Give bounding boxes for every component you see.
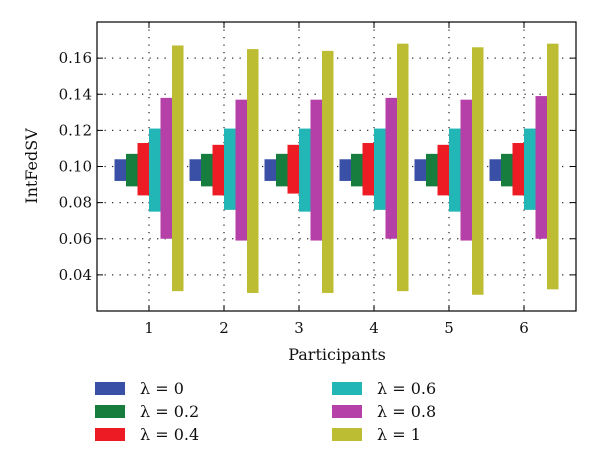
legend-swatch xyxy=(95,405,125,418)
y-tick-label: 0.06 xyxy=(59,230,92,248)
y-tick-label: 0.16 xyxy=(59,49,92,67)
y-tick-label: 0.14 xyxy=(59,85,92,103)
bar xyxy=(385,97,397,239)
bar xyxy=(374,128,386,210)
bar xyxy=(189,159,201,181)
x-tick-label: 5 xyxy=(444,319,454,337)
bar xyxy=(512,143,524,196)
bar xyxy=(414,159,426,181)
y-axis: 0.04 0.06 0.08 0.10 0.12 0.14 0.16 xyxy=(59,49,576,284)
bar xyxy=(160,97,172,239)
y-tick-label: 0.10 xyxy=(59,158,92,176)
legend-swatch xyxy=(332,382,362,395)
legend-swatch xyxy=(332,405,362,418)
bar xyxy=(224,128,236,210)
y-tick-label: 0.04 xyxy=(59,266,92,284)
bar xyxy=(212,144,224,196)
x-axis-title: Participants xyxy=(288,345,386,364)
bar xyxy=(114,159,126,181)
legend-swatch xyxy=(95,382,125,395)
bar xyxy=(397,43,409,292)
bar xyxy=(247,49,259,293)
bar xyxy=(310,99,322,241)
x-tick-label: 4 xyxy=(369,319,379,337)
legend-label: λ = 0.8 xyxy=(377,402,436,421)
bar xyxy=(201,153,213,187)
bar xyxy=(149,128,161,212)
bars xyxy=(114,43,559,295)
bar xyxy=(501,153,513,187)
bar xyxy=(351,153,363,187)
legend-label: λ = 0 xyxy=(140,379,184,398)
legend-label: λ = 0.6 xyxy=(377,379,436,398)
bar xyxy=(299,128,311,212)
bar xyxy=(547,43,559,290)
bar xyxy=(460,99,472,241)
legend-label: λ = 0.2 xyxy=(140,402,199,421)
y-axis-title: IntFedSV xyxy=(22,128,41,204)
x-tick-label: 3 xyxy=(294,319,304,337)
legend: λ = 0 λ = 0.2 λ = 0.4 λ = 0.6 λ = 0.8 λ = 1 xyxy=(95,379,436,444)
bar xyxy=(472,47,484,295)
bar xyxy=(437,144,449,196)
x-tick-label: 6 xyxy=(519,319,529,337)
bar xyxy=(362,143,374,196)
bar xyxy=(535,96,547,239)
legend-swatch xyxy=(95,428,125,441)
bar xyxy=(489,159,501,181)
x-axis: 1 2 3 4 5 6 xyxy=(144,22,529,337)
bar xyxy=(235,99,247,241)
bar xyxy=(172,45,184,292)
x-tick-label: 1 xyxy=(144,319,154,337)
bar xyxy=(264,159,276,181)
legend-swatch xyxy=(332,428,362,441)
bar xyxy=(276,153,288,187)
bar xyxy=(322,50,334,293)
legend-label: λ = 1 xyxy=(377,425,421,444)
bar xyxy=(449,128,461,212)
legend-label: λ = 0.4 xyxy=(140,425,199,444)
bar xyxy=(137,143,149,196)
y-tick-label: 0.12 xyxy=(59,121,92,139)
bar xyxy=(126,153,138,187)
y-tick-label: 0.08 xyxy=(59,194,92,212)
bar xyxy=(339,159,351,181)
grid-lines xyxy=(97,22,576,311)
x-tick-label: 2 xyxy=(219,319,229,337)
bar xyxy=(287,144,299,194)
bar xyxy=(524,128,536,210)
bar xyxy=(426,153,438,187)
